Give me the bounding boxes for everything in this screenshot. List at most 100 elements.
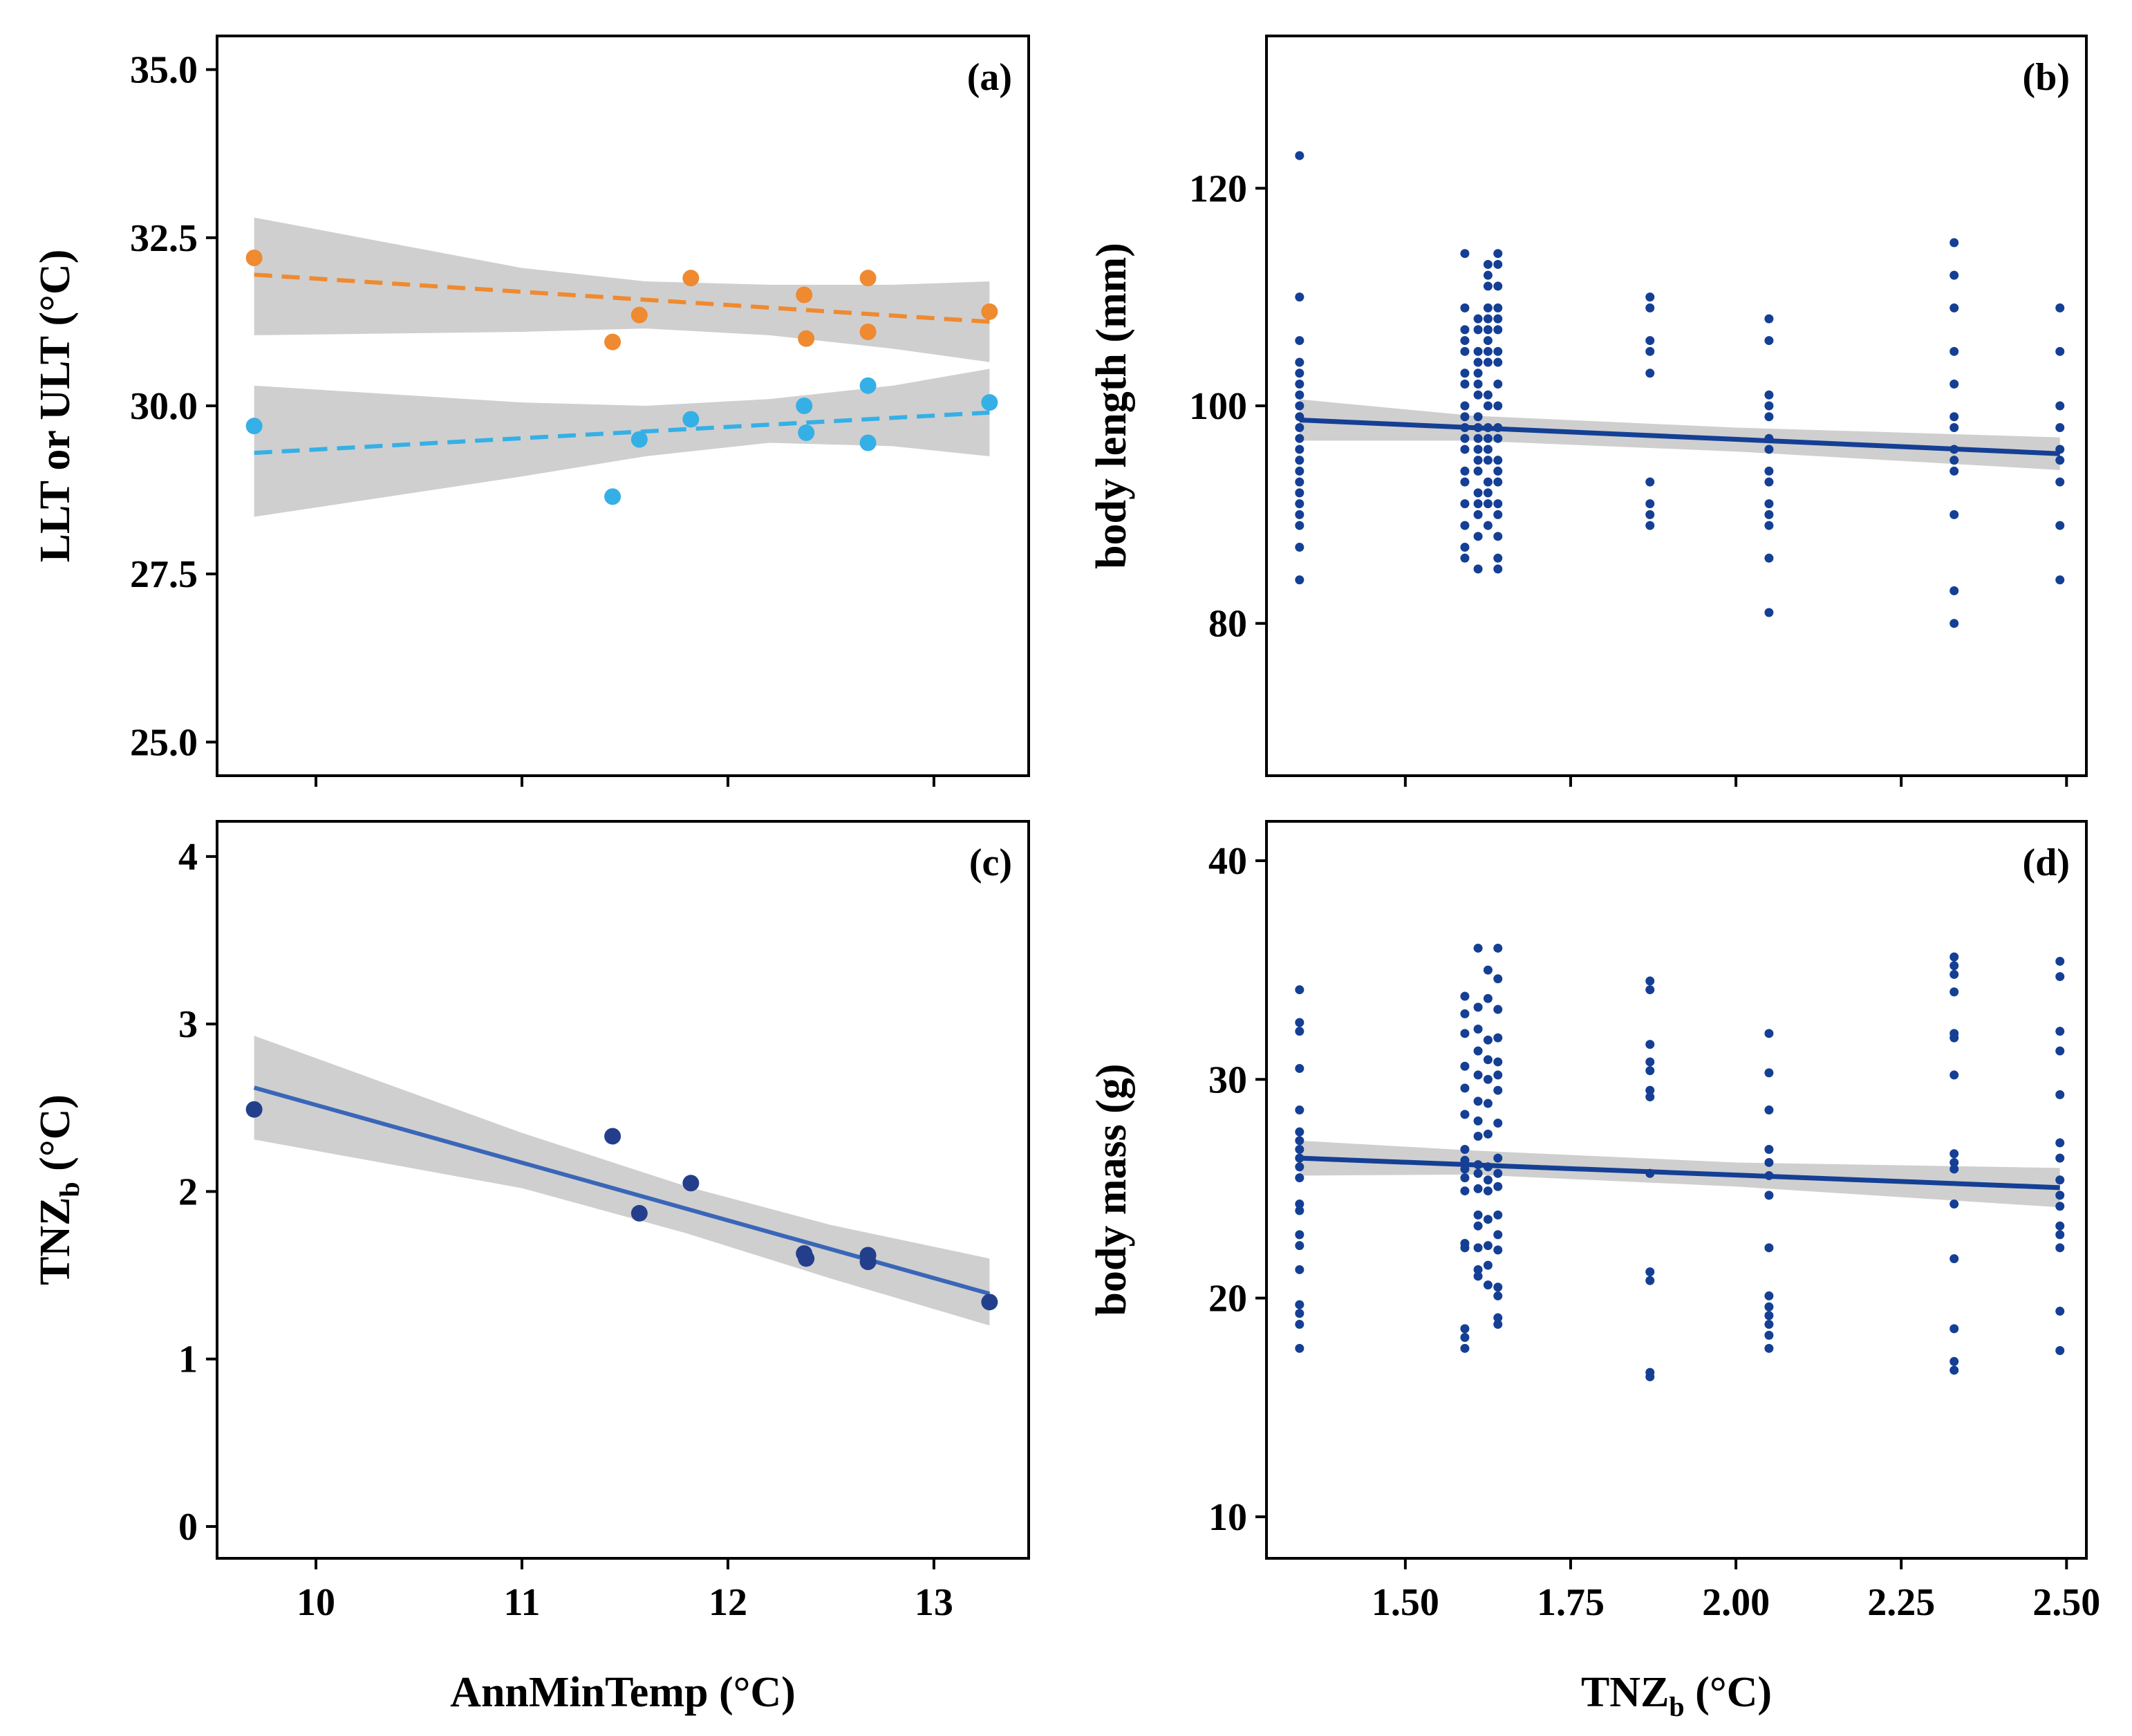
point-d-1-15 — [1460, 991, 1470, 1001]
point-b-1-4 — [1460, 477, 1470, 487]
point-c-0-8 — [981, 1294, 998, 1311]
data-points-d — [1295, 943, 2065, 1381]
point-b-5-3 — [1645, 477, 1655, 487]
point-b-2-8 — [1473, 433, 1483, 443]
y-tick-label-c-3: 3 — [178, 1003, 198, 1046]
point-b-2-17 — [1473, 314, 1483, 324]
point-b-5-7 — [1645, 303, 1655, 312]
ci-band-a-1 — [254, 368, 990, 517]
point-d-5-8 — [1645, 1057, 1655, 1067]
fit-line-c-0 — [253, 1085, 991, 1296]
point-b-8-5 — [2055, 422, 2065, 432]
plot-frame-a — [216, 35, 1030, 777]
point-b-7-11 — [1949, 270, 1959, 280]
point-b-3-3 — [1483, 477, 1493, 487]
point-a-1-7 — [859, 434, 877, 451]
y-axis-title-c: TNZb (°C) — [32, 1094, 85, 1285]
point-d-0-15 — [1295, 1105, 1305, 1115]
fit-line-d — [1299, 1155, 2060, 1191]
point-b-2-9 — [1473, 422, 1483, 432]
x-tick-label-d-2: 2.00 — [1702, 1581, 1770, 1624]
point-b-2-12 — [1473, 380, 1483, 389]
point-d-7-5 — [1949, 1164, 1959, 1174]
y-tick-label-c-4: 4 — [178, 836, 198, 879]
point-b-2-10 — [1473, 412, 1483, 422]
y-tick-label-d-3: 40 — [1208, 840, 1247, 883]
point-b-3-13 — [1483, 325, 1493, 335]
point-d-7-7 — [1949, 1149, 1959, 1159]
point-d-6-11 — [1764, 1105, 1774, 1115]
point-d-4-4 — [1493, 1245, 1503, 1255]
point-d-4-11 — [1493, 1085, 1503, 1095]
point-d-7-10 — [1949, 1029, 1959, 1038]
point-a-0-7 — [859, 324, 877, 340]
point-d-7-14 — [1949, 952, 1959, 962]
point-d-6-3 — [1764, 1311, 1774, 1320]
point-b-8-1 — [2055, 521, 2065, 530]
point-d-0-10 — [1295, 1162, 1305, 1172]
point-b-6-1 — [1764, 553, 1774, 563]
point-d-4-5 — [1493, 1230, 1503, 1240]
point-b-3-8 — [1483, 401, 1493, 411]
point-b-6-3 — [1764, 510, 1774, 519]
point-d-7-12 — [1949, 969, 1959, 979]
point-b-4-0 — [1493, 564, 1503, 574]
x-tick-label-d-3: 2.25 — [1867, 1581, 1935, 1624]
point-b-0-14 — [1295, 390, 1305, 400]
point-b-0-11 — [1295, 422, 1305, 432]
point-b-7-5 — [1949, 445, 1959, 454]
point-d-2-8 — [1473, 1132, 1483, 1141]
y-ticks-a: 25.0 27.5 30.0 32.5 35.0 — [130, 49, 217, 764]
fit-line-d-0 — [1299, 1155, 2060, 1191]
y-axis-title-d: body mass (g) — [1088, 1063, 1135, 1316]
point-b-0-2 — [1295, 521, 1305, 530]
point-c-0-5 — [798, 1250, 815, 1267]
point-d-8-1 — [2055, 1307, 2065, 1316]
point-a-1-5 — [798, 424, 815, 441]
point-b-2-3 — [1473, 499, 1483, 509]
point-a-0-5 — [798, 330, 815, 347]
x-tick-label-c-1: 11 — [504, 1581, 541, 1624]
point-d-8-2 — [2055, 1243, 2065, 1253]
point-d-4-10 — [1493, 1119, 1503, 1128]
point-d-0-14 — [1295, 1127, 1305, 1137]
point-b-8-4 — [2055, 445, 2065, 454]
data-points-c — [245, 1101, 998, 1311]
point-d-0-0 — [1295, 1343, 1305, 1353]
point-a-1-8 — [981, 394, 998, 411]
point-b-7-6 — [1949, 422, 1959, 432]
fit-line-a-1 — [254, 410, 990, 456]
point-d-3-1 — [1483, 1260, 1493, 1270]
point-d-2-10 — [1473, 1096, 1483, 1106]
point-b-1-6 — [1460, 445, 1470, 454]
point-d-2-4 — [1473, 1210, 1483, 1220]
point-c-0-2 — [630, 1204, 648, 1222]
point-b-4-10 — [1493, 401, 1503, 411]
point-c-0-1 — [604, 1128, 621, 1145]
point-d-0-19 — [1295, 985, 1305, 995]
x-axis-title-d-main: TNZ — [1581, 1669, 1669, 1716]
point-d-3-6 — [1483, 1162, 1493, 1172]
point-b-0-12 — [1295, 412, 1305, 422]
point-d-1-8 — [1460, 1155, 1470, 1165]
point-d-3-11 — [1483, 1035, 1493, 1045]
point-a-0-2 — [630, 306, 648, 324]
point-a-0-1 — [604, 333, 621, 351]
point-b-6-6 — [1764, 466, 1774, 476]
point-b-3-14 — [1483, 314, 1493, 324]
point-d-0-2 — [1295, 1309, 1305, 1318]
point-d-7-8 — [1949, 1070, 1959, 1080]
point-d-3-5 — [1483, 1175, 1493, 1185]
point-d-0-6 — [1295, 1230, 1305, 1240]
point-b-0-3 — [1295, 510, 1305, 519]
point-d-2-6 — [1473, 1168, 1483, 1178]
point-d-0-8 — [1295, 1200, 1305, 1209]
plot-frame-c — [216, 820, 1030, 1560]
point-b-0-8 — [1295, 456, 1305, 465]
point-b-7-1 — [1949, 586, 1959, 595]
point-b-5-6 — [1645, 336, 1655, 346]
y-ticks-d: 10 20 30 40 — [1208, 840, 1266, 1539]
point-d-6-8 — [1764, 1170, 1774, 1180]
panel-label-b: (b) — [2023, 56, 2070, 99]
